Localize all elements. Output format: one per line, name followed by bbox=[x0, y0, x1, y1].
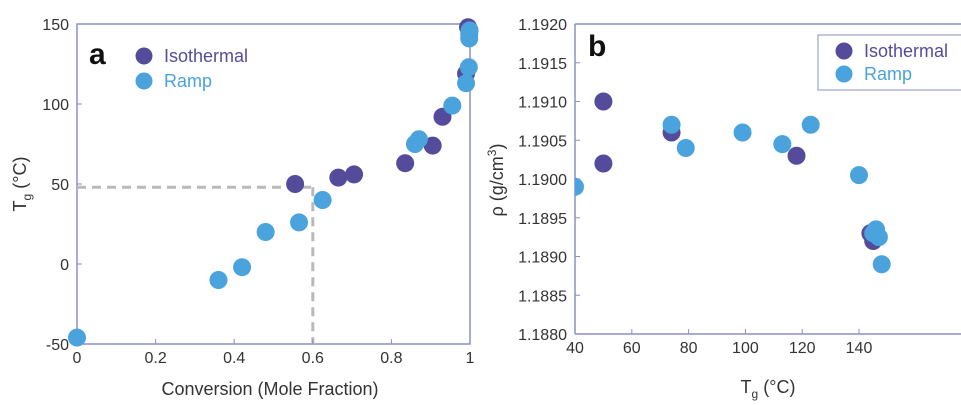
panel-b-point-ramp bbox=[676, 139, 695, 157]
panel-b-y-title-unit: (g/cm bbox=[487, 156, 507, 201]
panel-a-point-isothermal bbox=[423, 136, 442, 155]
panel-b-legend-ramp-label: Ramp bbox=[864, 64, 912, 84]
panel-b-x-tick-label: 60 bbox=[623, 340, 641, 357]
panel-a-legend-isothermal-marker bbox=[135, 47, 153, 65]
panel-a-letter: a bbox=[89, 38, 106, 71]
panel-b-point-isothermal bbox=[594, 154, 613, 173]
panel-b-y-title-main: ρ bbox=[487, 206, 507, 216]
panel-b-ticks: 40 60 80 100 120 140 1.1880 1.1885 1.1890 1.1895 1… bbox=[518, 17, 872, 357]
panel-a-y-tick-label: 100 bbox=[42, 97, 69, 114]
panel-b-y-tick-label: 1.1880 bbox=[518, 327, 567, 344]
panel-b-y-tick-label: 1.1885 bbox=[518, 288, 567, 305]
panel-a-guide-lines bbox=[77, 185, 315, 344]
panel-a-point-ramp bbox=[460, 21, 479, 40]
panel-b-x-tick-label: 120 bbox=[789, 340, 816, 357]
panel-b-point-ramp bbox=[662, 115, 681, 134]
panel-b-letter: b bbox=[588, 30, 606, 63]
panel-a-point-ramp bbox=[409, 130, 428, 149]
panel-a-x-tick-label: 0 bbox=[73, 350, 82, 367]
panel-a-y-title-unit: (°C) bbox=[10, 157, 30, 189]
panel-a-point-ramp bbox=[443, 96, 462, 115]
panel-a-legend-ramp-marker bbox=[135, 72, 153, 90]
panel-a-y-title-main: T bbox=[10, 200, 30, 211]
panel-a-x-axis-title: Conversion (Mole Fraction) bbox=[161, 379, 378, 399]
panel-b-point-isothermal bbox=[787, 146, 806, 165]
panel-b-legend-isothermal-label: Isothermal bbox=[864, 41, 948, 61]
panel-b-x-tick-label: 140 bbox=[846, 340, 873, 357]
panel-b-y-tick-label: 1.1910 bbox=[518, 95, 567, 112]
panel-a-x-tick-label: 0.8 bbox=[380, 350, 402, 367]
panel-b-point-ramp bbox=[869, 228, 888, 247]
panel-b-y-tick-label: 1.1900 bbox=[518, 172, 567, 189]
panel-a-x-tick-label: 1 bbox=[466, 350, 475, 367]
panel-a-point-ramp bbox=[290, 213, 309, 232]
panel-a-point-ramp bbox=[233, 258, 252, 277]
panel-b-x-title-unit: (°C) bbox=[763, 377, 795, 397]
panel-b-point-ramp bbox=[872, 255, 891, 274]
panel-b-y-axis-title: ρ (g/cm3) bbox=[485, 144, 507, 217]
panel-a-y-axis-title: Tg (°C) bbox=[10, 157, 34, 212]
panel-b-y-tick-label: 1.1905 bbox=[518, 133, 567, 150]
panel-a-point-ramp bbox=[459, 58, 478, 77]
panel-b-legend-isothermal-marker bbox=[835, 42, 853, 60]
panel-a-axes-frame bbox=[76, 23, 471, 345]
panel-a-x-tick-label: 0.4 bbox=[223, 350, 245, 367]
panel-a-y-tick-label: -50 bbox=[46, 337, 69, 354]
panel-b-legend: Isothermal Ramp bbox=[817, 34, 961, 91]
panel-a-point-isothermal bbox=[396, 154, 415, 173]
panel-a-legend-ramp-label: Ramp bbox=[164, 71, 212, 91]
panel-a-y-tick-label: 0 bbox=[60, 257, 69, 274]
panel-a-points bbox=[68, 18, 479, 347]
panel-b-point-isothermal bbox=[594, 92, 613, 111]
panel-a-point-ramp bbox=[457, 74, 476, 93]
panel-a-point-isothermal bbox=[329, 168, 348, 187]
panel-b-point-ramp bbox=[733, 123, 752, 142]
panel-b-point-ramp bbox=[773, 135, 792, 154]
panel-a-point-isothermal bbox=[345, 165, 364, 184]
panel-a-legend: Isothermal Ramp bbox=[135, 46, 248, 91]
panel-a-point-isothermal bbox=[286, 175, 305, 193]
panel-b-y-tick-label: 1.1890 bbox=[518, 250, 567, 267]
panel-b-points bbox=[575, 92, 891, 274]
panel-b-x-tick-label: 80 bbox=[680, 340, 698, 357]
panel-b-y-tick-label: 1.1920 bbox=[518, 17, 567, 34]
panel-a-point-ramp bbox=[256, 223, 275, 241]
panel-b-point-ramp bbox=[850, 166, 868, 185]
panel-a-x-tick-label: 0.2 bbox=[144, 350, 166, 367]
panel-b-x-tick-label: 40 bbox=[566, 340, 584, 357]
panel-b-point-ramp bbox=[801, 115, 820, 134]
panel-a-x-tick-label: 0.6 bbox=[302, 350, 324, 367]
panel-b-y-tick-label: 1.1895 bbox=[518, 211, 567, 228]
panel-a-y-tick-label: 50 bbox=[51, 177, 69, 194]
panel-a-point-ramp bbox=[68, 328, 86, 347]
panel-b-legend-ramp-marker bbox=[835, 65, 853, 83]
panel-a-point-ramp bbox=[313, 191, 332, 209]
panel-a-legend-isothermal-label: Isothermal bbox=[164, 46, 248, 66]
panel-a-y-tick-label: 150 bbox=[42, 17, 69, 34]
panel-b-x-axis-title: Tg (°C) bbox=[741, 377, 796, 401]
panel-b-x-title-main: T bbox=[741, 377, 752, 397]
panel-a-point-ramp bbox=[209, 271, 228, 289]
panel-b-y-title-sup: 3 bbox=[485, 149, 499, 156]
panel-a-y-title-sub: g bbox=[20, 194, 34, 201]
panel-b-point-ramp bbox=[575, 177, 584, 196]
panel-b: 40 60 80 100 120 140 1.1880 1.1885 1.1890 1.1895 1… bbox=[485, 17, 961, 401]
panel-b-y-title-close: ) bbox=[487, 144, 507, 150]
panel-b-y-tick-label: 1.1915 bbox=[518, 56, 567, 73]
panel-b-x-title-sub: g bbox=[752, 387, 759, 401]
panel-b-x-tick-label: 100 bbox=[732, 340, 759, 357]
